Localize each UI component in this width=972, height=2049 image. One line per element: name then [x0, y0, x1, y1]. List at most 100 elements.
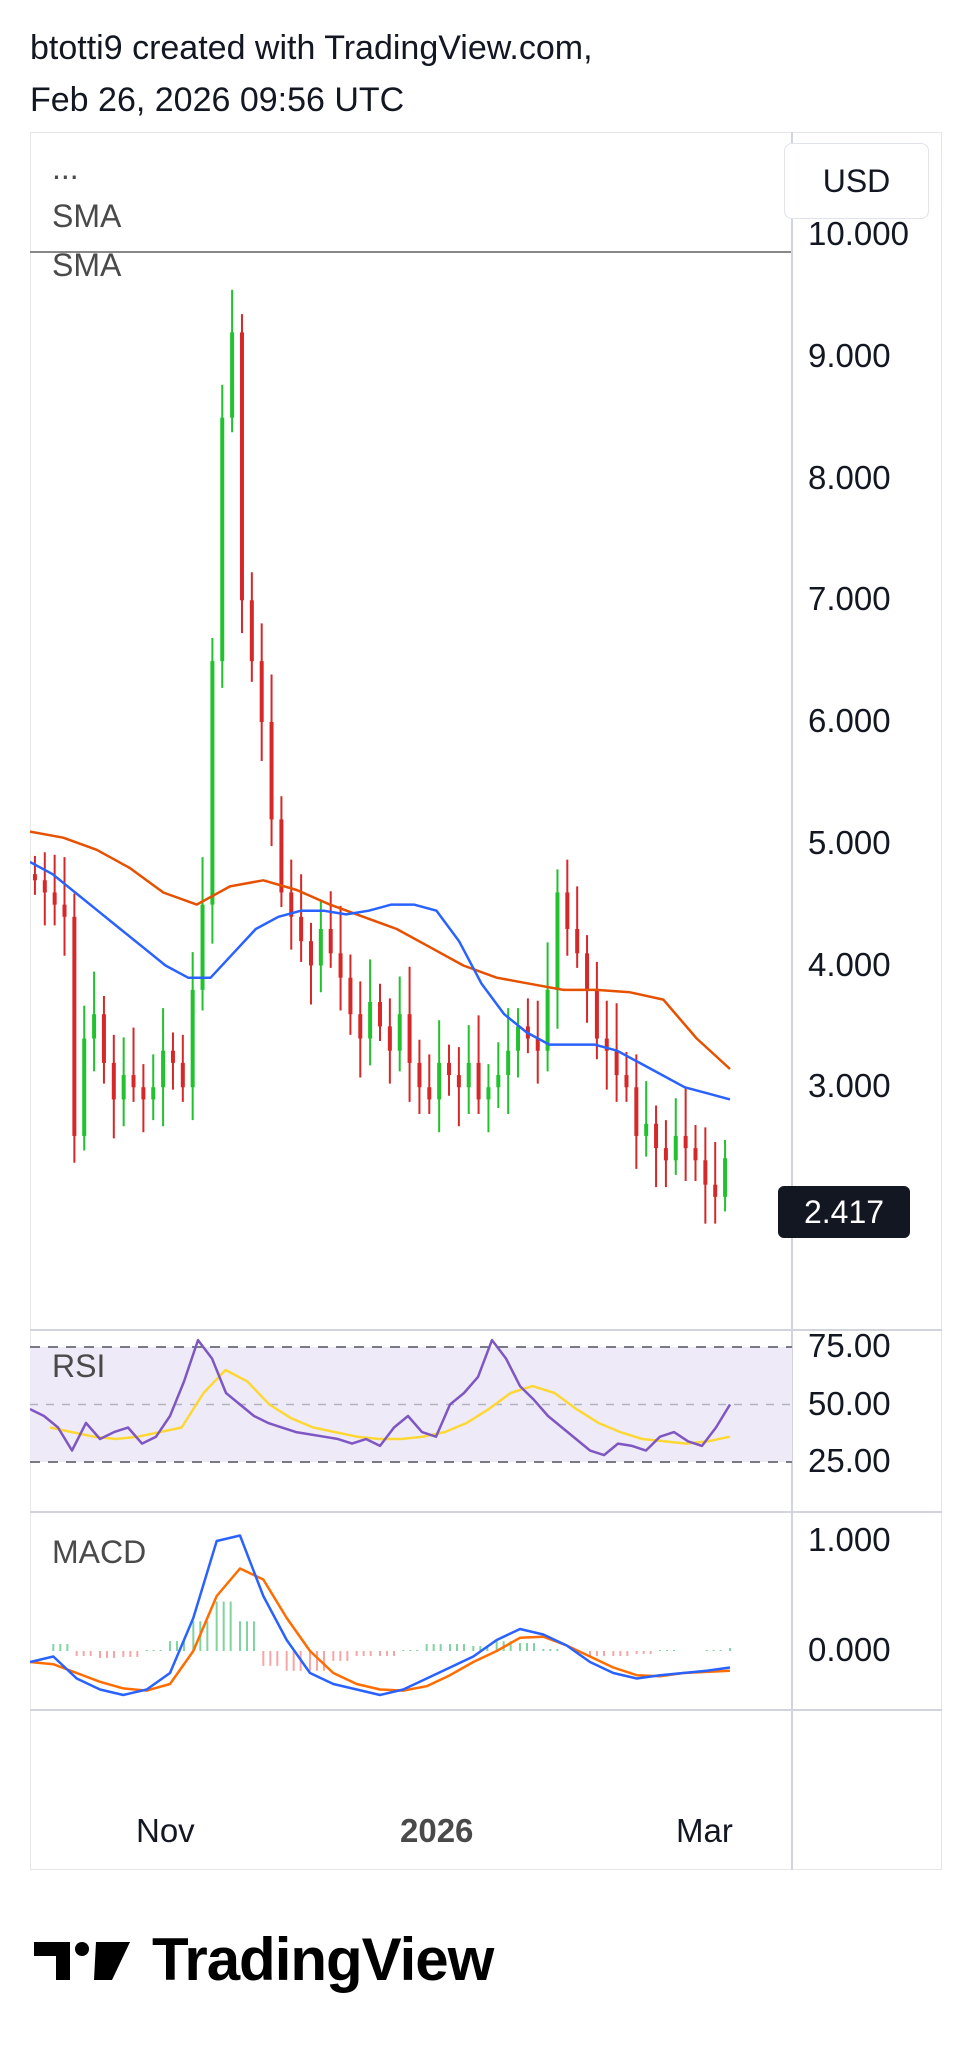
candle-body	[407, 1014, 412, 1063]
candle-body	[249, 600, 254, 662]
time-label-nov: Nov	[136, 1812, 195, 1849]
candle-body	[496, 1075, 501, 1088]
candle-body	[210, 661, 215, 905]
price-tick-label: 7.000	[808, 580, 891, 618]
chart-canvas[interactable]	[30, 132, 942, 1870]
candle-body	[141, 1087, 146, 1100]
candle-body	[259, 661, 264, 722]
candle-body	[397, 1014, 402, 1051]
sma-fast-line	[30, 860, 731, 1101]
candle-body	[506, 1050, 511, 1076]
macd-tick-label: 0.000	[808, 1631, 891, 1668]
date-line: Feb 26, 2026 09:56 UTC	[30, 81, 405, 119]
candle-body	[121, 1075, 126, 1100]
candle-body	[466, 1062, 471, 1088]
candle-body	[239, 332, 244, 601]
candle-body	[594, 989, 599, 1039]
sma-slow-line	[30, 830, 731, 1070]
price-tick-label: 9.000	[808, 336, 891, 374]
candle-body	[180, 1062, 185, 1088]
currency-button[interactable]: USD	[784, 143, 929, 219]
candle-body	[230, 332, 235, 418]
candle-body	[161, 1050, 166, 1088]
candle-body	[555, 892, 560, 990]
candle-body	[378, 1002, 382, 1027]
time-label-2026: 2026	[400, 1812, 474, 1849]
candle-body	[476, 1062, 481, 1100]
candle-body	[62, 904, 67, 917]
legend-sma-2[interactable]: SMA	[52, 247, 122, 283]
candle-body	[82, 1038, 87, 1136]
candle-body	[318, 928, 323, 966]
candle-body	[170, 1050, 175, 1063]
rsi-tick-label: 25.00	[808, 1442, 891, 1479]
macd-signal-line	[30, 1567, 731, 1692]
price-tick-label: 5.000	[808, 823, 891, 861]
candle-body	[151, 1087, 156, 1100]
candle-body	[624, 1075, 629, 1088]
candle-body	[575, 928, 580, 954]
candle-body	[299, 916, 304, 942]
candle-body	[52, 892, 57, 905]
candle-body	[279, 819, 284, 893]
candle-body	[673, 1135, 678, 1161]
price-tick-label: 10.000	[808, 215, 909, 252]
candle-body	[328, 928, 333, 954]
candle-body	[644, 1123, 649, 1136]
candle-body	[200, 904, 205, 990]
price-tick-label: 4.000	[808, 945, 891, 983]
legend-sma-1[interactable]: SMA	[52, 198, 122, 234]
candle-body	[604, 1038, 609, 1051]
rsi-line	[30, 1338, 732, 1457]
chart-header: btotti9 created with TradingView.com, Fe…	[30, 22, 593, 126]
chart-frame	[30, 132, 942, 1870]
brand-name: TradingView	[152, 1926, 494, 1993]
candle-body	[713, 1184, 718, 1197]
price-pane	[30, 289, 731, 1224]
candle-body	[269, 722, 274, 820]
candle-body	[486, 1087, 491, 1100]
candle-body	[545, 989, 550, 1051]
rsi-ma-line	[49, 1368, 731, 1445]
candle-body	[220, 417, 225, 662]
candle-body	[72, 916, 77, 1136]
candle-body	[634, 1087, 639, 1136]
tradingview-logo[interactable]: TradingView	[34, 1925, 494, 1994]
candle-body	[42, 880, 47, 893]
candle-body	[654, 1123, 659, 1149]
candle-body	[565, 892, 570, 929]
candle-body	[289, 892, 294, 917]
candle-body	[308, 941, 313, 966]
candle-body	[516, 1026, 521, 1051]
candle-body	[190, 989, 195, 1088]
time-label-mar: Mar	[676, 1812, 733, 1849]
candle-body	[32, 874, 37, 881]
candle-body	[101, 1014, 106, 1063]
rsi-tick-label: 75.00	[808, 1327, 891, 1364]
candle-body	[338, 953, 343, 978]
legend-ellipsis[interactable]: ...	[52, 150, 79, 186]
candle-body	[368, 1002, 373, 1039]
candle-body	[131, 1075, 136, 1088]
candle-body	[92, 1014, 97, 1039]
rsi-pane	[30, 1338, 792, 1463]
candle-body	[614, 1050, 619, 1076]
price-tick-label: 6.000	[808, 702, 891, 739]
tradingview-logo-icon	[34, 1941, 130, 1980]
rsi-band	[30, 1347, 792, 1462]
macd-line	[30, 1534, 731, 1697]
legend-rsi[interactable]: RSI	[52, 1348, 106, 1384]
rsi-tick-label: 50.00	[808, 1384, 891, 1422]
candle-body	[348, 977, 353, 1015]
candle-body	[723, 1158, 728, 1197]
candle-body	[427, 1087, 432, 1100]
macd-pane	[30, 1534, 731, 1697]
price-tick-label: 3.000	[808, 1067, 891, 1105]
current-price-badge: 2.417	[778, 1186, 910, 1238]
candle-body	[535, 1038, 540, 1051]
author-line: btotti9 created with TradingView.com,	[30, 29, 593, 67]
legend-macd[interactable]: MACD	[52, 1534, 147, 1570]
candle-body	[693, 1148, 698, 1161]
candle-body	[111, 1062, 116, 1100]
macd-tick-label: 1.000	[808, 1521, 891, 1558]
